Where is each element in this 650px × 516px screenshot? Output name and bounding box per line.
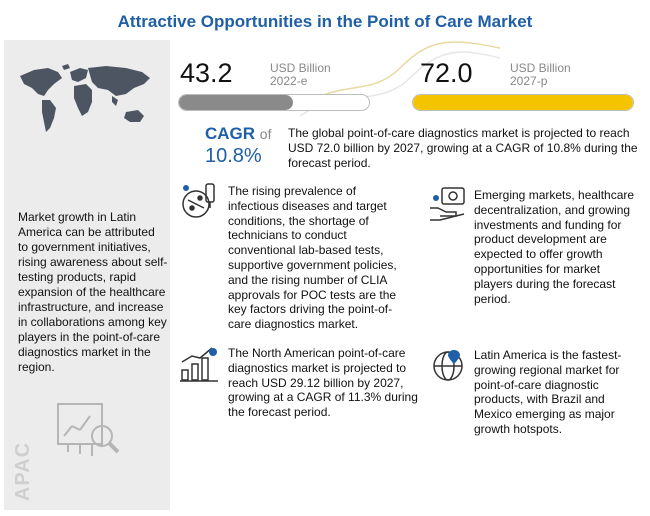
- growth-chart-icon: [180, 347, 218, 382]
- market-drivers-text: The rising prevalence of infectious dise…: [228, 184, 397, 332]
- cagr-description: The global point-of-care diagnostics mar…: [288, 126, 638, 170]
- latin-america-growth-text: Market growth in Latin America can be at…: [18, 210, 168, 374]
- projected-market-bar: [412, 94, 634, 111]
- north-america-text: The North American point-of-care diagnos…: [228, 346, 418, 420]
- current-market-bar-fill: [179, 95, 293, 110]
- money-hand-icon: [430, 187, 465, 221]
- left-panel: Market growth in Latin America can be at…: [4, 40, 170, 510]
- growth-opportunities-text: Emerging markets, healthcare decentraliz…: [474, 188, 635, 306]
- world-map-icon: [20, 64, 150, 132]
- current-market-bar: [178, 94, 370, 111]
- projected-market-value: 72.0: [420, 58, 473, 88]
- projected-market-unit: USD Billion: [510, 61, 571, 75]
- cagr-value: 10.8%: [205, 145, 262, 167]
- globe-pin-icon: [433, 350, 463, 381]
- projected-market-bar-fill: [413, 95, 633, 110]
- projected-market-year: 2027-p: [510, 74, 548, 88]
- apac-watermark-label: APAC: [12, 441, 35, 502]
- current-market-year: 2022-e: [270, 74, 308, 88]
- latin-america-text: Latin America is the fastest-growing reg…: [474, 348, 622, 436]
- diagnostic-test-icon: [182, 183, 215, 218]
- cagr-of-text: of: [259, 126, 272, 142]
- current-market-unit: USD Billion: [270, 61, 331, 75]
- cagr-label-text: CAGR: [205, 124, 256, 143]
- current-market-value: 43.2: [180, 58, 233, 88]
- page-title: Attractive Opportunities in the Point of…: [117, 12, 533, 31]
- analytics-magnifier-icon: [57, 403, 120, 456]
- cagr-label: CAGR of: [205, 124, 271, 144]
